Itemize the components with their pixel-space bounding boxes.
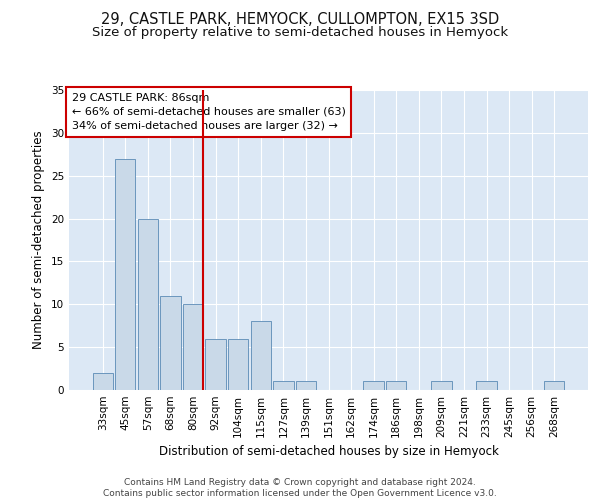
Bar xyxy=(228,338,248,390)
X-axis label: Distribution of semi-detached houses by size in Hemyock: Distribution of semi-detached houses by … xyxy=(158,446,499,458)
Bar xyxy=(544,382,565,390)
Text: 29 CASTLE PARK: 86sqm
← 66% of semi-detached houses are smaller (63)
34% of semi: 29 CASTLE PARK: 86sqm ← 66% of semi-deta… xyxy=(71,93,346,131)
Bar xyxy=(273,382,293,390)
Bar xyxy=(160,296,181,390)
Bar xyxy=(386,382,406,390)
Bar xyxy=(115,158,136,390)
Bar xyxy=(364,382,384,390)
Text: 29, CASTLE PARK, HEMYOCK, CULLOMPTON, EX15 3SD: 29, CASTLE PARK, HEMYOCK, CULLOMPTON, EX… xyxy=(101,12,499,28)
Bar xyxy=(205,338,226,390)
Bar xyxy=(138,218,158,390)
Bar xyxy=(183,304,203,390)
Text: Size of property relative to semi-detached houses in Hemyock: Size of property relative to semi-detach… xyxy=(92,26,508,39)
Y-axis label: Number of semi-detached properties: Number of semi-detached properties xyxy=(32,130,46,350)
Bar xyxy=(476,382,497,390)
Text: Contains HM Land Registry data © Crown copyright and database right 2024.
Contai: Contains HM Land Registry data © Crown c… xyxy=(103,478,497,498)
Bar xyxy=(251,322,271,390)
Bar xyxy=(431,382,452,390)
Bar xyxy=(92,373,113,390)
Bar xyxy=(296,382,316,390)
